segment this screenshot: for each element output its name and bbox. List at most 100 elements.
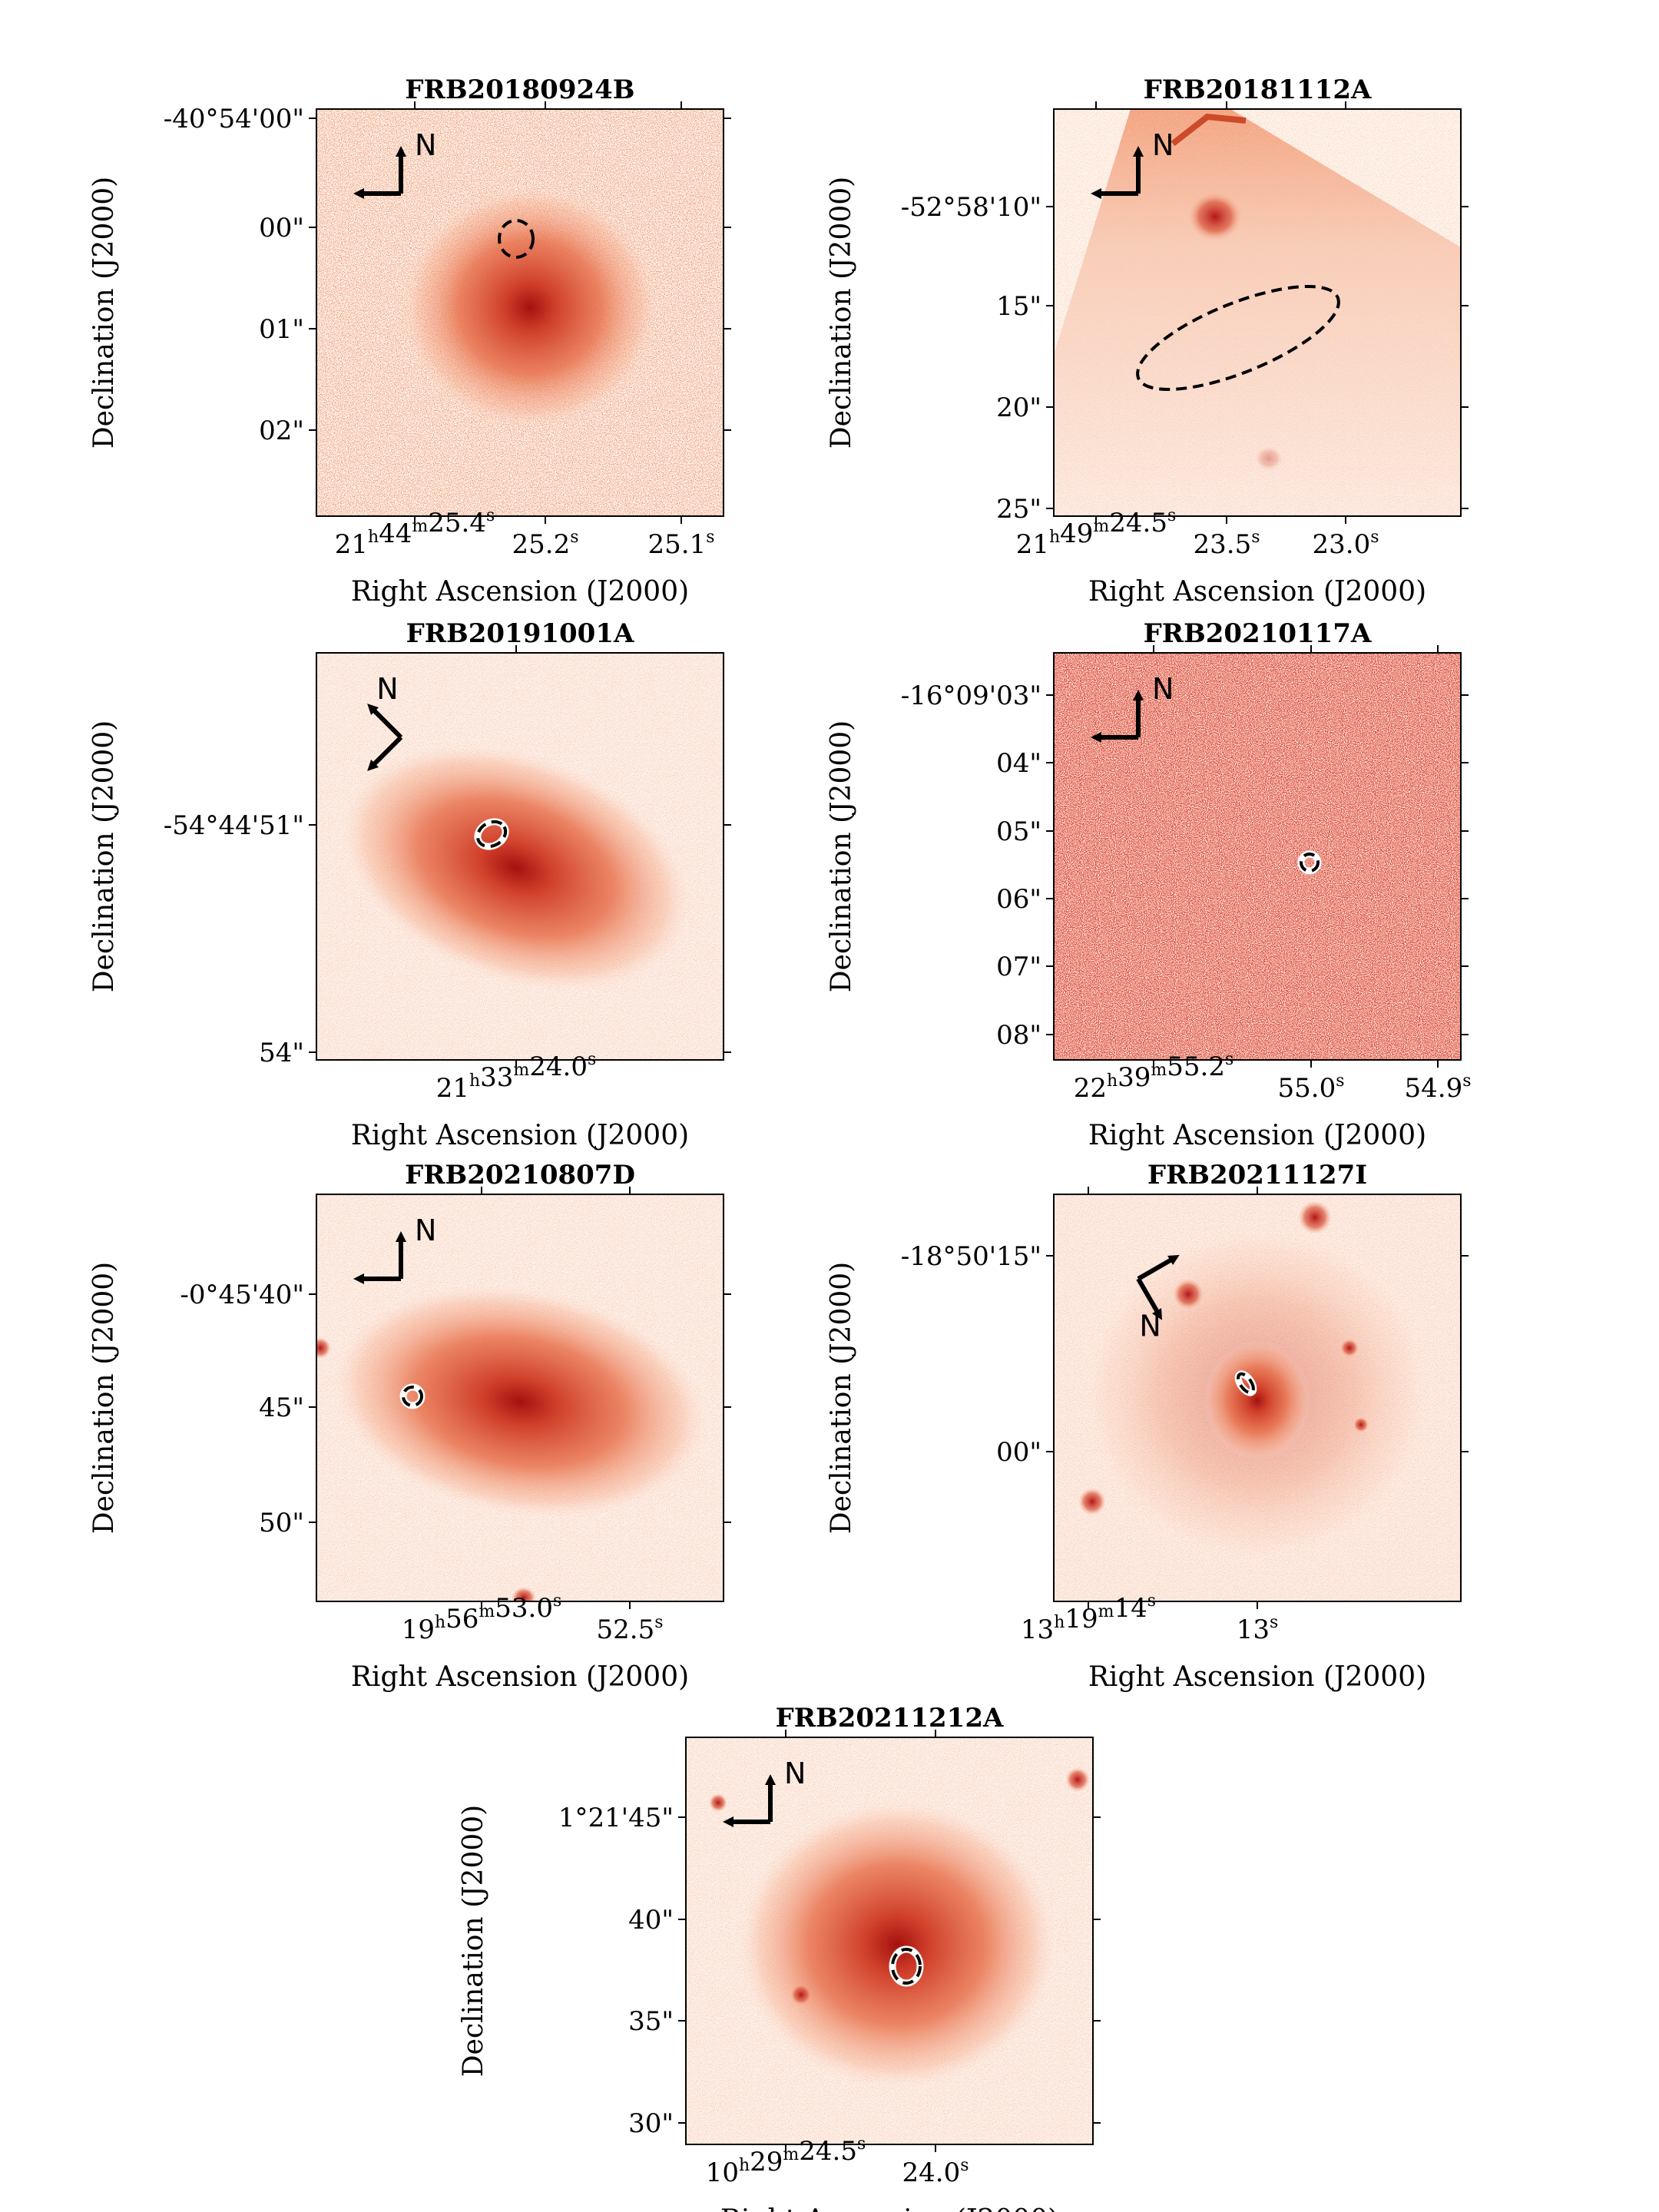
- panel-frame: [685, 1737, 1094, 2145]
- y-tick-label: 15": [996, 291, 1041, 322]
- y-tick-label: -0°45'40": [180, 1280, 304, 1310]
- x-axis-label: Right Ascension (J2000): [351, 1661, 689, 1693]
- x-axis-label: Right Ascension (J2000): [1088, 1661, 1426, 1693]
- frb-localization-ellipse: [1234, 1370, 1257, 1396]
- y-tick-label: 54": [259, 1038, 304, 1068]
- compass: N: [353, 128, 436, 199]
- y-tick-label: 07": [996, 952, 1041, 982]
- x-axis-label: Right Ascension (J2000): [1088, 576, 1426, 608]
- panel-frb20210807d: N FRB20210807D -0°45'40" 45" 50" 19h56m53.0s 5…: [88, 1160, 731, 1693]
- east-arrow: [1137, 1255, 1177, 1281]
- east-arrow: [369, 735, 403, 770]
- panel-title: FRB20181112A: [1144, 75, 1372, 105]
- x-axis-label: Right Ascension (J2000): [720, 2204, 1058, 2212]
- panel-image: [686, 1737, 1093, 2144]
- frb-localization-ellipse: [474, 818, 509, 850]
- y-tick-label: 06": [996, 884, 1041, 915]
- panel-image: [316, 653, 724, 1060]
- host-galaxy: [399, 184, 661, 430]
- y-tick-label: 1°21'45": [558, 1803, 674, 1833]
- compass: N: [367, 672, 403, 771]
- x-tick-label: 10h29m24.5s: [706, 2134, 866, 2188]
- y-tick-label: 40": [628, 1905, 674, 1936]
- y-tick-label: 35": [628, 2006, 674, 2037]
- x-tick-label: 23.0s: [1313, 528, 1379, 560]
- y-tick-label: 45": [259, 1392, 304, 1423]
- compass: N: [1091, 128, 1174, 199]
- x-tick-label: 19h56m53.0s: [402, 1591, 562, 1645]
- north-arrow: [369, 705, 403, 740]
- compass: N: [1136, 1255, 1180, 1343]
- x-tick-label: 21h44m25.4s: [335, 506, 495, 560]
- y-tick-label: 08": [996, 1020, 1041, 1051]
- y-tick-label: -18°50'15": [901, 1241, 1041, 1272]
- x-axis-label: Right Ascension (J2000): [1088, 1120, 1426, 1151]
- y-axis-label: Declination (J2000): [88, 720, 120, 992]
- panel-frb20191001a: N FRB20191001A -54°44'51" 54" 21h33m24.0s Rig…: [88, 618, 731, 1151]
- y-tick-label: 30": [628, 2108, 674, 2139]
- x-tick-label: 21h49m24.5s: [1016, 506, 1177, 560]
- host-galaxy: [1188, 192, 1242, 241]
- y-tick-label: 01": [259, 314, 304, 345]
- y-tick-label: 20": [996, 392, 1041, 423]
- y-tick-label: -52°58'10": [901, 192, 1041, 223]
- north-label: N: [784, 1757, 806, 1790]
- y-tick-label: -54°44'51": [164, 810, 304, 841]
- panel-frame: [316, 108, 724, 517]
- north-label: N: [1152, 672, 1174, 706]
- north-label: N: [415, 1214, 436, 1247]
- x-tick-label: 22h39m55.2s: [1074, 1050, 1234, 1104]
- panel-image: [316, 1194, 724, 1601]
- panel-title: FRB20211212A: [776, 1703, 1004, 1734]
- panel-title: FRB20191001A: [406, 618, 634, 649]
- y-tick-label: 00": [996, 1437, 1041, 1468]
- y-tick-label: 04": [996, 748, 1041, 779]
- x-axis-label: Right Ascension (J2000): [351, 1120, 689, 1151]
- host-galaxy: [329, 1283, 710, 1520]
- panel-image: [1054, 653, 1461, 1060]
- north-arrow: [1136, 1277, 1162, 1317]
- panel-frb20181112a: N FRB20181112A -52°58'10" 15" 20" 25"21h49m24…: [826, 75, 1469, 608]
- y-tick-label: 00": [259, 213, 304, 243]
- y-axis-label: Declination (J2000): [826, 720, 857, 992]
- x-tick-label: 21h33m24.0s: [436, 1050, 597, 1104]
- panel-frame: [1053, 652, 1462, 1061]
- y-tick-label: -40°54'00": [164, 104, 304, 134]
- panel-frb20211212a: N FRB20211212A 1°21'45" 40" 35" 30" 10h29m24.5…: [458, 1703, 1101, 2212]
- y-tick-label: 50": [259, 1508, 304, 1538]
- y-tick-label: 05": [996, 816, 1041, 847]
- x-tick-label: 54.9s: [1405, 1071, 1472, 1104]
- north-label: N: [1152, 128, 1174, 162]
- x-tick-label: 52.5s: [597, 1613, 664, 1645]
- x-tick-label: 24.0s: [902, 2156, 969, 2188]
- panel-frame: [316, 1194, 724, 1602]
- panel-title: FRB20211127I: [1147, 1160, 1367, 1190]
- frb-localization-ellipse: [498, 219, 535, 259]
- x-tick-label: 55.0s: [1278, 1071, 1345, 1104]
- compass: N: [1091, 672, 1174, 743]
- x-tick-label: 13h19m14s: [1021, 1591, 1156, 1645]
- frb-localization-ellipse: [1136, 284, 1340, 392]
- x-axis-label: Right Ascension (J2000): [351, 576, 689, 608]
- y-axis-label: Declination (J2000): [826, 177, 857, 449]
- panel-image: [316, 109, 724, 516]
- north-label: N: [415, 128, 436, 162]
- north-label: N: [1139, 1309, 1161, 1343]
- frb-localization-ellipse: [1297, 850, 1322, 875]
- y-tick-label: -16°09'03": [901, 680, 1041, 711]
- x-tick-label: 13s: [1237, 1613, 1279, 1645]
- panel-frb20180924b: N FRB20180924B -40°54'00" 00" 01" 02" 21h44m25…: [88, 75, 731, 608]
- y-axis-label: Declination (J2000): [458, 1805, 489, 2077]
- compass: N: [353, 1214, 436, 1284]
- panel-image: [1054, 109, 1461, 516]
- x-tick-label: 25.2s: [512, 528, 579, 560]
- y-axis-label: Declination (J2000): [826, 1262, 857, 1534]
- panel-image: [1054, 1194, 1461, 1601]
- x-tick-label: 25.1s: [648, 528, 715, 560]
- y-tick-label: 02": [259, 416, 304, 446]
- panel-frb20211127i: N FRB20211127I -18°50'15" 00" 13h19m14s 13s Ri…: [826, 1160, 1469, 1693]
- y-axis-label: Declination (J2000): [88, 1262, 120, 1534]
- host-galaxy: [338, 742, 694, 994]
- y-axis-label: Declination (J2000): [88, 177, 120, 449]
